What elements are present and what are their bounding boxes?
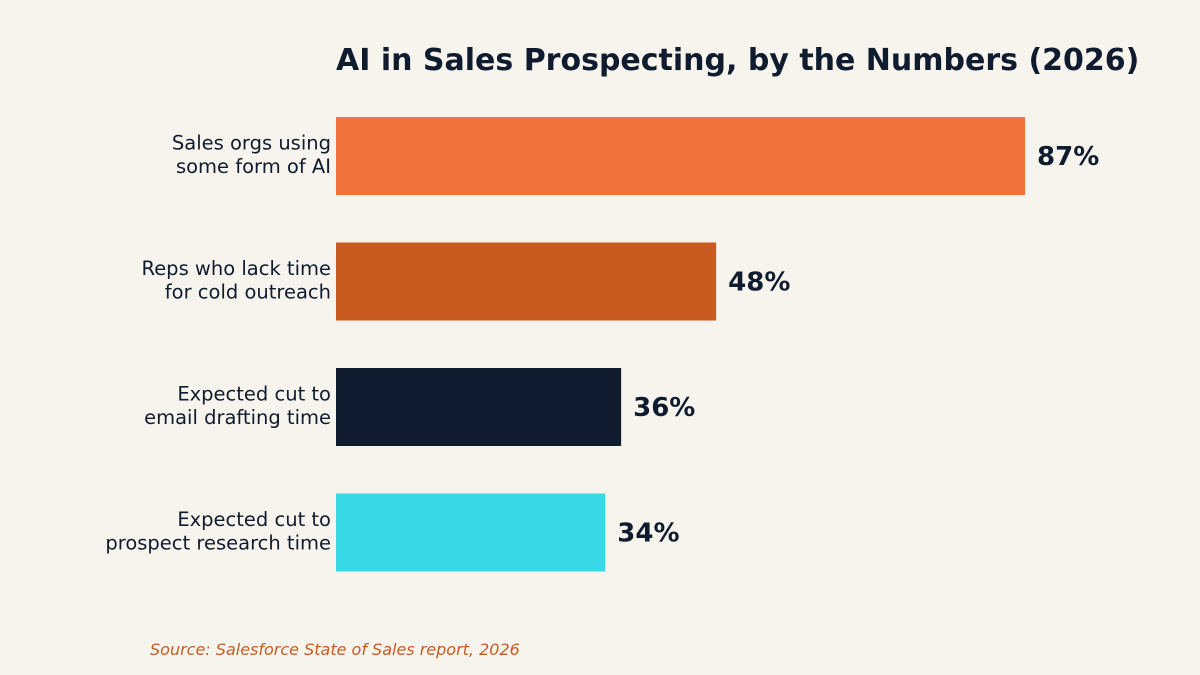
bar-4: [336, 493, 606, 572]
value-label-1: 87%: [1037, 142, 1099, 172]
category-label-3: Expected cut to email drafting time: [144, 382, 331, 429]
bar-2: [336, 242, 717, 321]
category-label-2: Reps who lack time for cold outreach: [142, 257, 331, 304]
value-labels-group: 87% 48% 36% 34%: [617, 142, 1099, 549]
value-label-2: 48%: [728, 268, 790, 298]
category-label-4: Expected cut to prospect research time: [105, 508, 331, 555]
value-label-4: 34%: [617, 519, 679, 549]
source-note: Source: Salesforce State of Sales report…: [150, 640, 520, 659]
category-label-1: Sales orgs using some form of AI: [172, 131, 331, 178]
category-labels-group: Sales orgs using some form of AI Reps who …: [105, 131, 331, 554]
value-label-3: 36%: [633, 393, 695, 423]
chart-title: AI in Sales Prospecting, by the Numbers …: [336, 43, 1139, 78]
bar-1: [336, 117, 1026, 195]
bar-3: [336, 368, 622, 446]
bars-group: [336, 117, 1026, 572]
